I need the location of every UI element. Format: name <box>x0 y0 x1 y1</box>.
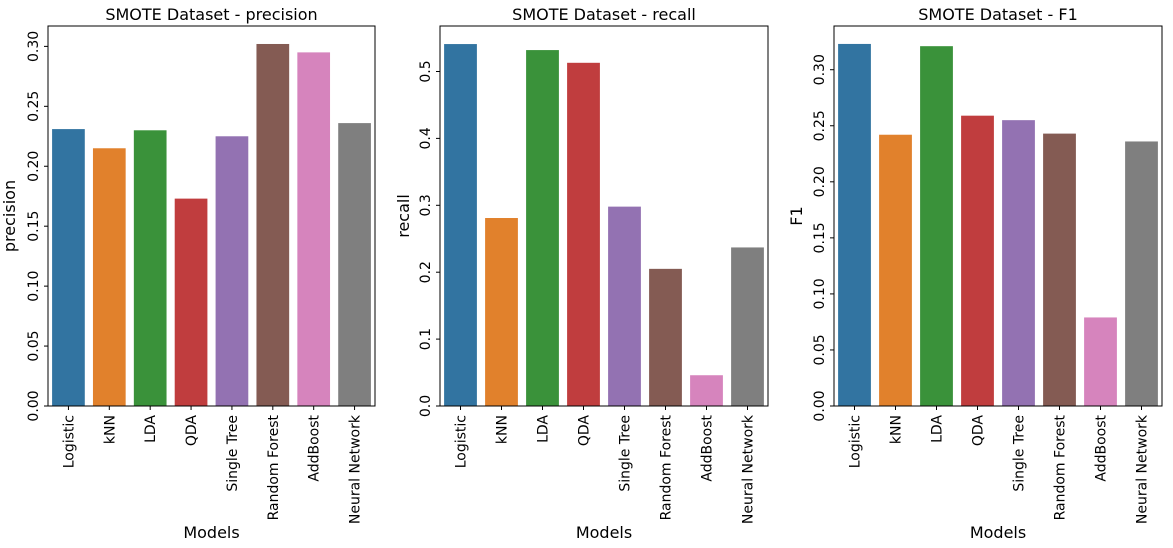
x-tick-label: LDA <box>143 415 159 443</box>
chart-panel-3: SMOTE Dataset - F1 0.00 0.05 0.10 0.15 0.20 0.… <box>787 5 1163 542</box>
x-tick-label: QDA <box>184 415 200 447</box>
y-axis-label: F1 <box>787 206 806 225</box>
bar-single-tree <box>215 136 249 406</box>
chart-title: SMOTE Dataset - F1 <box>918 5 1078 24</box>
bar-addboost <box>1084 317 1117 406</box>
bar-lda <box>920 46 953 407</box>
chart-title: SMOTE Dataset - precision <box>105 5 317 24</box>
x-tick-label: AddBoost <box>700 414 716 481</box>
y-tick-label: 0.20 <box>26 151 42 182</box>
bar-knn <box>879 134 912 407</box>
y-tick-label: 0.2 <box>418 261 434 283</box>
bar-neural-network <box>338 123 371 406</box>
y-tick-label: 0.4 <box>418 127 434 149</box>
x-axis-label: Models <box>970 523 1026 542</box>
bar-qda <box>174 198 208 406</box>
bar-logistic <box>838 43 871 406</box>
x-tick-label: Logistic <box>61 415 77 468</box>
axes-frame <box>439 25 769 407</box>
y-axis-label: precision <box>0 180 19 252</box>
x-tick-label: LDA <box>930 415 946 443</box>
y-axis-label: recall <box>394 194 413 238</box>
y-tick-label: 0.10 <box>26 271 42 302</box>
y-tick-label: 0.05 <box>26 330 42 361</box>
y-tick-label: 0.25 <box>26 91 42 122</box>
y-tick-label: 0.20 <box>812 166 828 197</box>
x-tick-label: Neural Network <box>741 414 757 524</box>
x-tick-label: Random Forest <box>659 415 675 521</box>
bar-addboost <box>690 375 723 406</box>
x-tick-label: Random Forest <box>266 415 282 521</box>
chart-panel-1: SMOTE Dataset - precision 0.00 0.05 0.10 0.1… <box>0 5 376 542</box>
bar-qda <box>961 115 994 407</box>
x-tick-label: kNN <box>102 415 118 444</box>
y-tick-label: 0.0 <box>418 395 434 417</box>
bar-random-forest <box>256 43 290 406</box>
y-tick-label: 0.05 <box>812 334 828 365</box>
x-tick-label: Random Forest <box>1053 415 1069 521</box>
bar-qda <box>567 62 600 407</box>
y-tick-label: 0.00 <box>812 390 828 421</box>
x-tick-label: LDA <box>536 415 552 443</box>
x-tick-label: QDA <box>971 415 987 447</box>
x-tick-label: AddBoost <box>1094 414 1110 481</box>
axes-frame <box>47 25 376 407</box>
x-tick-label: QDA <box>577 415 593 447</box>
bar-logistic <box>52 129 85 406</box>
x-tick-label: kNN <box>495 415 511 444</box>
bar-knn <box>92 148 126 406</box>
x-axis-label: Models <box>576 523 632 542</box>
bar-logistic <box>444 44 477 407</box>
y-tick-label: 0.15 <box>26 211 42 242</box>
x-tick-label: Neural Network <box>348 414 364 524</box>
bar-single-tree <box>1002 120 1035 406</box>
x-tick-label: Single Tree <box>225 415 241 492</box>
x-tick-label: Single Tree <box>618 415 634 492</box>
y-tick-label: 0.5 <box>418 60 434 82</box>
y-tick-label: 0.00 <box>26 390 42 421</box>
bar-neural-network <box>1125 141 1158 406</box>
x-tick-label: Single Tree <box>1012 415 1028 492</box>
y-tick-label: 0.15 <box>812 222 828 253</box>
bar-knn <box>485 218 518 406</box>
x-tick-label: AddBoost <box>307 414 323 481</box>
y-tick-label: 0.10 <box>812 278 828 309</box>
y-tick-label: 0.3 <box>418 194 434 216</box>
bar-random-forest <box>1043 133 1076 407</box>
x-axis-label: Models <box>183 523 239 542</box>
x-tick-label: Logistic <box>454 415 470 468</box>
y-tick-label: 0.30 <box>812 54 828 85</box>
bar-neural-network <box>731 247 764 406</box>
y-tick-label: 0.30 <box>26 31 42 62</box>
y-tick-label: 0.1 <box>418 328 434 350</box>
axes-frame <box>833 25 1163 407</box>
x-tick-label: Neural Network <box>1135 414 1151 524</box>
x-tick-label: kNN <box>889 415 905 444</box>
bar-single-tree <box>608 206 641 406</box>
bar-lda <box>526 50 559 406</box>
chart-panel-2: SMOTE Dataset - recall 0.0 0.1 0.2 0.3 0.4 0.5… <box>394 5 769 542</box>
bar-lda <box>133 130 167 407</box>
y-tick-label: 0.25 <box>812 110 828 141</box>
x-tick-label: Logistic <box>848 415 864 468</box>
chart-title: SMOTE Dataset - recall <box>512 5 696 24</box>
bar-random-forest <box>649 268 682 406</box>
bar-addboost <box>297 52 331 407</box>
